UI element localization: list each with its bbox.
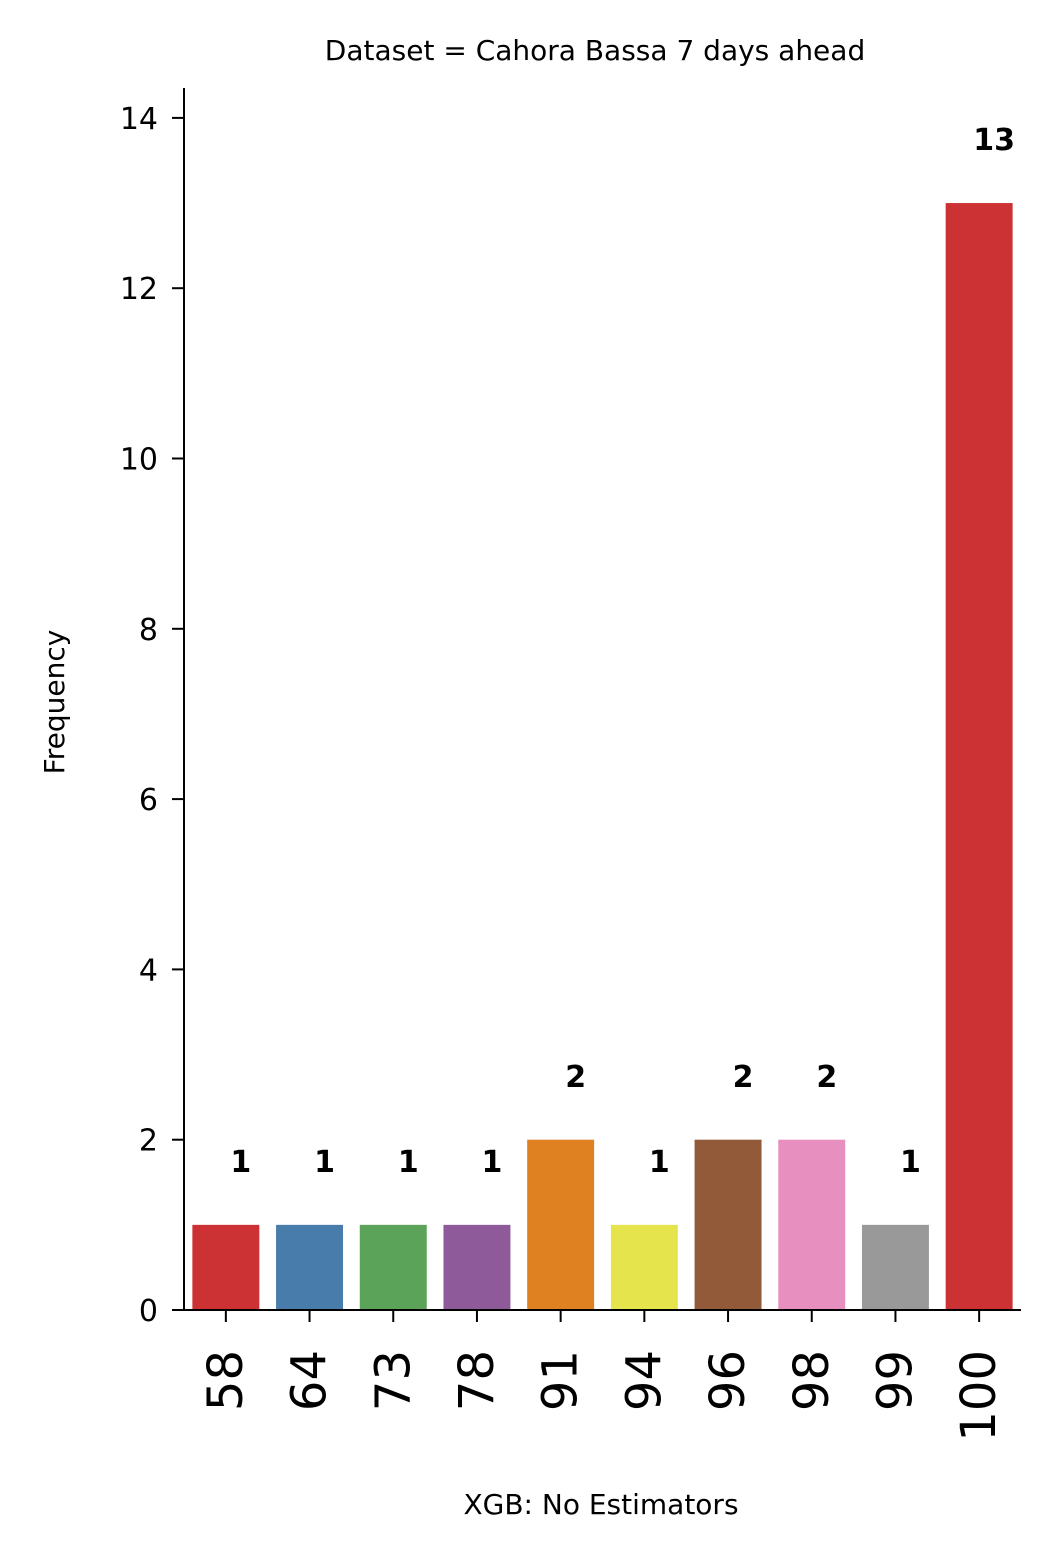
y-tick-label: 2: [139, 1124, 158, 1159]
x-tick-label: 64: [282, 1350, 338, 1411]
bar: [694, 1139, 762, 1310]
x-tick-label: 78: [449, 1350, 505, 1411]
bar: [945, 203, 1013, 1310]
bar-value-label: 1: [230, 1145, 251, 1180]
bar: [778, 1139, 846, 1310]
x-tick-label: 96: [700, 1350, 756, 1411]
y-tick-label: 4: [139, 953, 158, 988]
bar-value-label: 1: [649, 1145, 670, 1180]
bar: [443, 1224, 511, 1310]
bar-value-label: 2: [733, 1060, 754, 1095]
bar-value-label: 2: [816, 1060, 837, 1095]
y-tick-label: 12: [120, 272, 158, 307]
x-tick-label: 91: [533, 1350, 589, 1411]
y-tick-label: 0: [139, 1294, 158, 1329]
x-axis-label: XGB: No Estimators: [463, 1488, 738, 1521]
bar-value-label: 1: [398, 1145, 419, 1180]
x-tick-label: 98: [784, 1350, 840, 1411]
x-axis: 58 64 73 78 91 94 96 98 99 100: [183, 1309, 1021, 1442]
bar: [527, 1139, 595, 1310]
bar-value-label: 1: [482, 1145, 503, 1180]
bar: [861, 1224, 929, 1310]
x-tick-label: 99: [867, 1350, 923, 1411]
x-tick-label: 100: [951, 1350, 1007, 1442]
y-tick-label: 8: [139, 613, 158, 648]
y-axis-label: Frequency: [38, 630, 71, 775]
y-tick-label: 6: [139, 783, 158, 818]
bar-value-label: 13: [973, 123, 1015, 158]
y-tick-label: 10: [120, 443, 158, 478]
bar-value-label: 1: [314, 1145, 335, 1180]
data-labels-group: 1 1 1 1 2 1 2 2 1 13: [230, 123, 1015, 1180]
y-tick-label: 14: [120, 102, 158, 137]
y-axis: 0 2 4 6 8 10 12 14: [120, 88, 185, 1329]
bar-value-label: 1: [900, 1145, 921, 1180]
bar: [359, 1224, 427, 1310]
bar: [610, 1224, 678, 1310]
x-tick-label: 58: [198, 1350, 254, 1411]
bars-group: [192, 203, 1013, 1310]
chart-title: Dataset = Cahora Bassa 7 days ahead: [325, 34, 865, 67]
bar: [276, 1224, 344, 1310]
x-tick-label: 73: [365, 1350, 421, 1411]
bar: [192, 1224, 260, 1310]
x-tick-label: 94: [616, 1350, 672, 1411]
bar-value-label: 2: [565, 1060, 586, 1095]
